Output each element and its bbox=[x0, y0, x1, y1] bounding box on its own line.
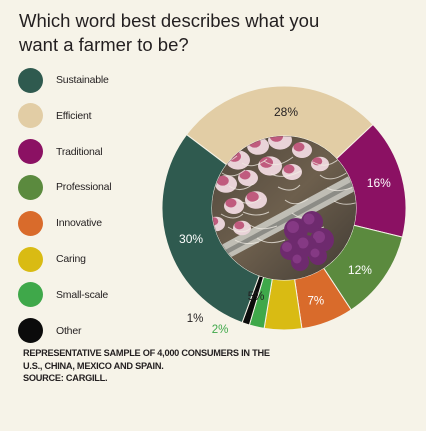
legend-label-efficient: Efficient bbox=[56, 109, 92, 122]
slice-label-innovative: 7% bbox=[307, 296, 324, 308]
title-line-1: Which word best describes what you bbox=[19, 10, 320, 31]
legend-label-traditional: Traditional bbox=[56, 145, 103, 158]
legend-swatch-small-scale bbox=[18, 282, 43, 308]
legend-item-efficient: Efficient bbox=[18, 102, 168, 130]
legend-swatch-innovative bbox=[18, 210, 43, 236]
legend-label-innovative: Innovative bbox=[56, 217, 102, 230]
chart-title: Which word best describes what you want … bbox=[19, 9, 409, 57]
legend-label-small-scale: Small-scale bbox=[56, 288, 109, 301]
legend-swatch-professional bbox=[18, 174, 43, 200]
legend-item-other: Other bbox=[18, 317, 168, 345]
legend-label-professional: Professional bbox=[56, 181, 112, 194]
source-footnote: REPRESENTATIVE SAMPLE OF 4,000 CONSUMERS… bbox=[23, 347, 403, 385]
legend-swatch-caring bbox=[18, 246, 43, 272]
slice-label-other: 1% bbox=[187, 313, 204, 325]
legend-swatch-sustainable bbox=[18, 67, 43, 93]
slice-label-traditional: 16% bbox=[367, 176, 391, 190]
legend-item-sustainable: Sustainable bbox=[18, 66, 168, 94]
footnote-line-3: SOURCE: CARGILL. bbox=[23, 373, 108, 383]
legend-item-innovative: Innovative bbox=[18, 209, 168, 237]
legend-swatch-efficient bbox=[18, 103, 43, 129]
slice-label-small-scale: 2% bbox=[212, 324, 229, 336]
legend-item-caring: Caring bbox=[18, 245, 168, 273]
pie-slices bbox=[161, 85, 407, 331]
legend-label-other: Other bbox=[56, 324, 82, 337]
footnote-line-2: U.S., CHINA, MEXICO AND SPAIN. bbox=[23, 360, 164, 371]
legend-label-caring: Caring bbox=[56, 253, 86, 265]
legend-swatch-other bbox=[18, 318, 43, 344]
legend-swatch-traditional bbox=[18, 139, 43, 165]
produce-photo bbox=[212, 136, 356, 280]
legend-item-small-scale: Small-scale bbox=[18, 281, 168, 309]
footnote-line-1: REPRESENTATIVE SAMPLE OF 4,000 CONSUMERS… bbox=[23, 348, 270, 358]
slice-label-professional: 12% bbox=[348, 263, 372, 277]
slice-label-sustainable: 30% bbox=[179, 232, 203, 246]
slice-labels: 28% 16% 12% 7% 5% 2% 1% 30% bbox=[179, 105, 391, 336]
slice-label-caring: 5% bbox=[248, 291, 265, 303]
slice-label-efficient: 28% bbox=[274, 105, 298, 119]
legend-label-sustainable: Sustainable bbox=[56, 74, 109, 86]
legend-item-traditional: Traditional bbox=[18, 138, 168, 166]
slice-efficient bbox=[185, 85, 374, 166]
legend-item-professional: Professional bbox=[18, 173, 168, 201]
title-line-2: want a farmer to be? bbox=[19, 34, 189, 55]
